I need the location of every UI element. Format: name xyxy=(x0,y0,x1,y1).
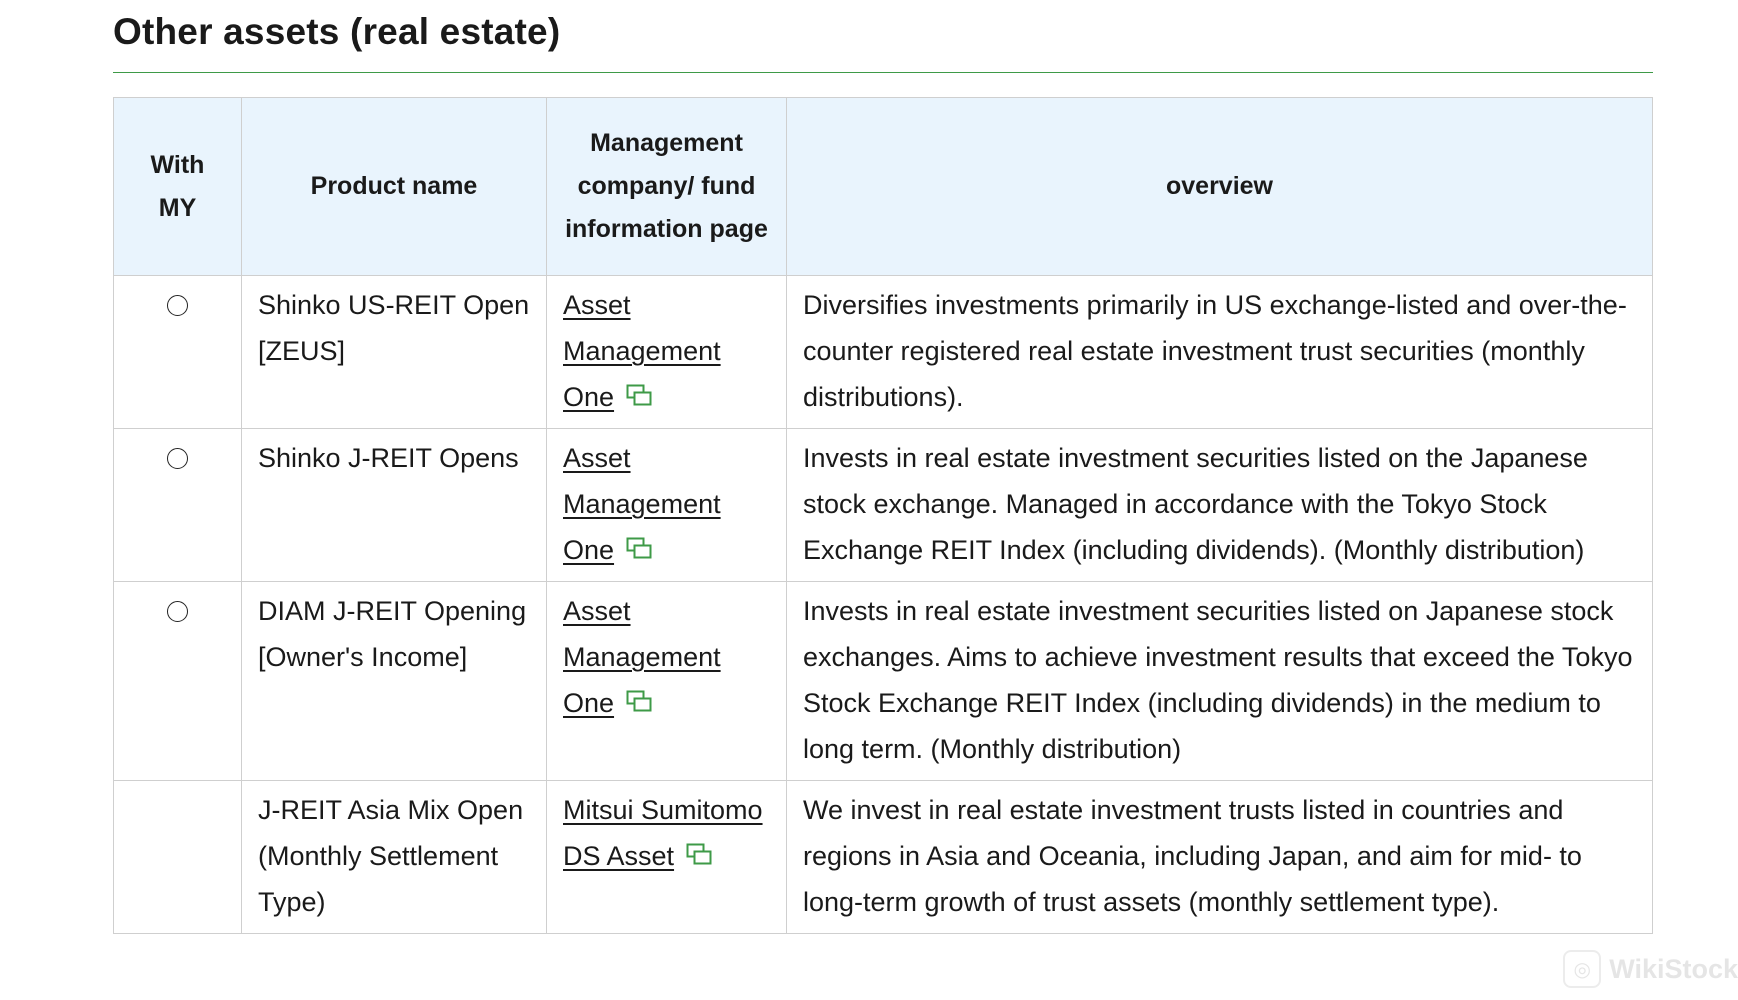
external-window-icon[interactable] xyxy=(626,527,652,573)
table-row: Shinko J-REIT Opens Asset Management One… xyxy=(113,428,1653,582)
external-window-icon[interactable] xyxy=(686,833,712,879)
watermark-text: WikiStock xyxy=(1609,953,1738,984)
overview-cell: We invest in real estate investment trus… xyxy=(786,780,1653,934)
with-my-cell xyxy=(113,581,242,781)
overview-cell: Diversifies investments primarily in US … xyxy=(786,275,1653,429)
with-my-cell xyxy=(113,275,242,429)
management-company-link[interactable]: Asset Management One xyxy=(563,290,721,412)
management-cell: Asset Management One xyxy=(546,428,787,582)
radio-circle-icon xyxy=(167,448,188,469)
header-with-my: With MY xyxy=(113,97,242,276)
with-my-cell xyxy=(113,780,242,934)
watermark-logo-icon: ◎ xyxy=(1563,950,1602,988)
with-my-cell xyxy=(113,428,242,582)
management-company-link[interactable]: Asset Management One xyxy=(563,443,721,565)
overview-cell: Invests in real estate investment securi… xyxy=(786,428,1653,582)
overview-cell: Invests in real estate investment securi… xyxy=(786,581,1653,781)
radio-circle-icon xyxy=(167,295,188,316)
management-cell: Mitsui Sumitomo DS Asset xyxy=(546,780,787,934)
management-company-link[interactable]: Asset Management One xyxy=(563,596,721,718)
table-row: J-REIT Asia Mix Open (Monthly Settlement… xyxy=(113,780,1653,934)
section-title: Other assets (real estate) xyxy=(113,11,561,52)
header-product-name: Product name xyxy=(241,97,547,276)
radio-circle-icon xyxy=(167,601,188,622)
external-window-icon[interactable] xyxy=(626,680,652,726)
fund-table: With MY Product name Management company/… xyxy=(113,97,1653,934)
management-cell: Asset Management One xyxy=(546,275,787,429)
product-name-cell: J-REIT Asia Mix Open (Monthly Settlement… xyxy=(241,780,547,934)
product-name-cell: DIAM J-REIT Opening [Owner's Income] xyxy=(241,581,547,781)
external-window-icon[interactable] xyxy=(626,374,652,420)
product-name-cell: Shinko J-REIT Opens xyxy=(241,428,547,582)
real-estate-section: Other assets (real estate) With MY Produ… xyxy=(113,0,1653,934)
table-header-row: With MY Product name Management company/… xyxy=(113,97,1653,276)
watermark: ◎ WikiStock xyxy=(1563,950,1738,988)
header-management: Management company/ fund information pag… xyxy=(546,97,787,276)
title-divider xyxy=(113,72,1653,73)
header-overview: overview xyxy=(786,97,1653,276)
table-row: DIAM J-REIT Opening [Owner's Income] Ass… xyxy=(113,581,1653,781)
product-name-cell: Shinko US-REIT Open [ZEUS] xyxy=(241,275,547,429)
table-row: Shinko US-REIT Open [ZEUS] Asset Managem… xyxy=(113,275,1653,429)
management-company-link[interactable]: Mitsui Sumitomo DS Asset xyxy=(563,795,763,871)
management-cell: Asset Management One xyxy=(546,581,787,781)
